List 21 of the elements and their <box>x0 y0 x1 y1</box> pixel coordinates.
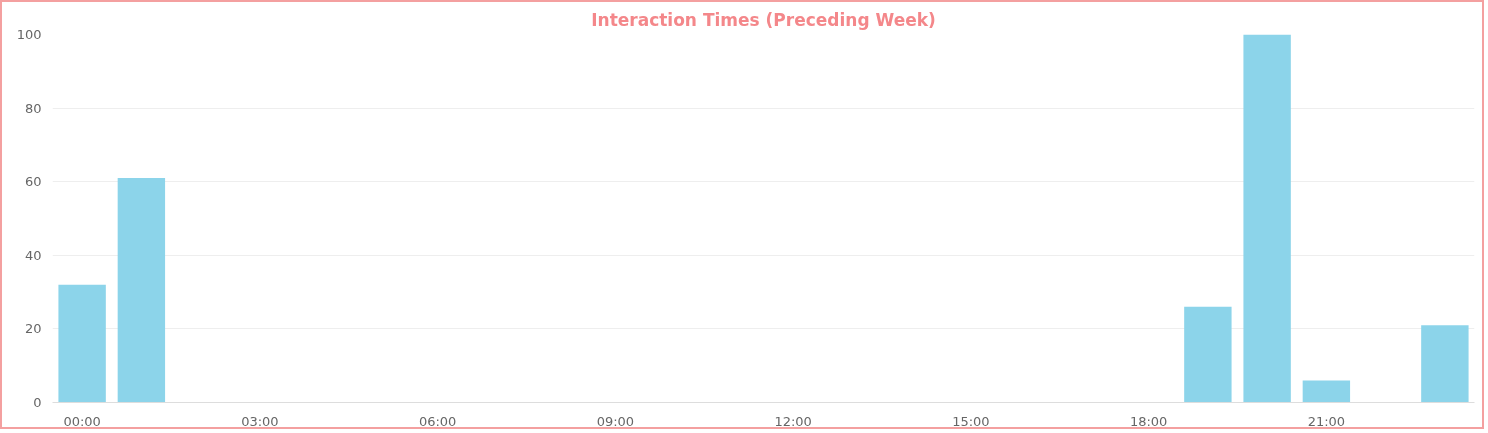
bar <box>1184 306 1232 403</box>
bar <box>58 284 106 403</box>
chart-title: Interaction Times (Preceding Week) <box>591 9 936 30</box>
y-tick-label: 100 <box>16 27 42 42</box>
y-tick-label: 40 <box>24 247 42 263</box>
bar <box>1302 380 1351 403</box>
y-tick-label: 80 <box>24 100 42 116</box>
bar <box>117 178 166 403</box>
x-tick-label: 06:00 <box>418 413 457 429</box>
bar <box>1421 325 1469 403</box>
x-tick-label: 12:00 <box>774 413 812 429</box>
x-tick-label: 09:00 <box>596 413 635 429</box>
bar <box>1243 34 1291 403</box>
x-tick-label: 18:00 <box>1129 413 1168 429</box>
x-tick-label: 21:00 <box>1307 413 1346 429</box>
x-tick-label: 00:00 <box>63 413 101 429</box>
y-tick-label: 20 <box>24 321 42 337</box>
y-tick-label: 0 <box>33 395 42 410</box>
y-tick-label: 60 <box>24 174 42 190</box>
x-tick-label: 15:00 <box>952 413 990 429</box>
x-tick-label: 03:00 <box>241 413 279 429</box>
